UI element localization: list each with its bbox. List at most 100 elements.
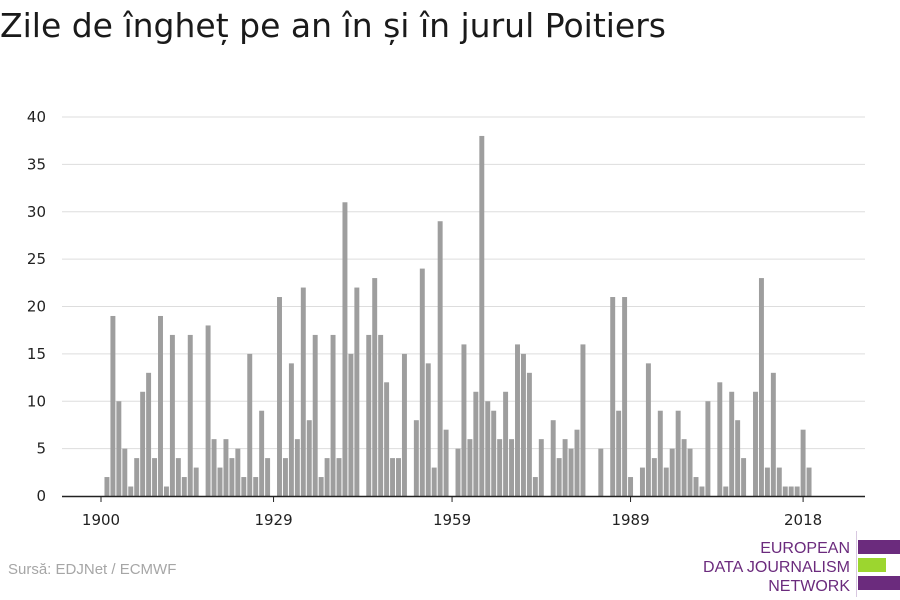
edjnet-logo[interactable]: EUROPEAN DATA JOURNALISM NETWORK — [700, 531, 900, 597]
bar — [134, 458, 140, 496]
bar — [485, 401, 491, 496]
bar — [455, 448, 461, 496]
bar — [562, 439, 568, 496]
bar — [336, 458, 342, 496]
bar — [532, 477, 538, 496]
bar — [163, 486, 169, 496]
bar — [515, 344, 520, 496]
bar — [223, 439, 229, 496]
bar — [413, 420, 419, 496]
bar — [705, 401, 711, 496]
bar — [318, 477, 324, 496]
bar — [550, 420, 556, 496]
bar — [503, 391, 509, 496]
logo-line-1: EUROPEAN — [760, 540, 850, 557]
bar — [770, 372, 776, 496]
bar — [693, 477, 699, 496]
bar — [598, 448, 604, 496]
bar — [277, 297, 282, 496]
bar — [497, 439, 503, 496]
y-tick-label: 35 — [27, 155, 46, 173]
y-tick-label: 40 — [27, 108, 46, 126]
y-tick-label: 25 — [27, 250, 46, 268]
bar — [253, 477, 259, 496]
bar — [140, 391, 146, 496]
bar — [431, 467, 437, 496]
bar — [294, 439, 300, 496]
bar — [235, 448, 241, 496]
y-tick-label: 5 — [36, 440, 46, 458]
logo-text: EUROPEAN DATA JOURNALISM NETWORK — [703, 539, 850, 596]
bar — [520, 353, 526, 496]
bar — [628, 477, 634, 496]
bar — [758, 278, 764, 496]
bar — [776, 467, 782, 496]
bar — [205, 325, 211, 496]
bar — [729, 391, 735, 496]
bar — [491, 410, 497, 496]
bar — [419, 268, 425, 496]
bar — [437, 221, 443, 496]
bar — [753, 391, 758, 496]
bar — [181, 477, 187, 496]
bar — [366, 334, 372, 496]
bar — [169, 334, 175, 496]
x-tick-label: 1959 — [433, 511, 471, 529]
bar — [657, 410, 663, 496]
bar — [616, 410, 622, 496]
y-tick-label: 20 — [27, 298, 46, 316]
bar — [306, 420, 312, 496]
bar — [324, 458, 330, 496]
logo-bar-green — [858, 558, 886, 572]
bar — [461, 344, 467, 496]
source-note: Sursă: EDJNet / ECMWF — [8, 561, 177, 578]
bar — [330, 334, 336, 496]
bar — [265, 458, 271, 496]
bar — [348, 353, 354, 496]
bar — [556, 458, 562, 496]
bar — [800, 429, 806, 496]
logo-line-2: DATA JOURNALISM — [703, 559, 850, 576]
bar — [425, 363, 431, 496]
bar — [526, 372, 532, 496]
bar — [669, 448, 675, 496]
bar — [622, 297, 628, 496]
bar — [378, 334, 384, 496]
chart-title: Zile de îngheț pe an în și în jurul Poit… — [0, 6, 666, 45]
bar — [473, 391, 479, 496]
x-tick-label: 1929 — [254, 511, 292, 529]
bar — [681, 439, 687, 496]
bar — [479, 135, 485, 496]
bar — [158, 315, 163, 496]
bar — [122, 448, 128, 496]
bar — [580, 344, 586, 496]
bar — [663, 467, 669, 496]
bar — [764, 467, 770, 496]
bar — [568, 448, 574, 496]
bar — [282, 458, 288, 496]
logo-divider — [856, 531, 857, 597]
bar — [300, 287, 306, 496]
logo-line-3: NETWORK — [768, 578, 850, 595]
y-tick-label: 15 — [27, 345, 46, 363]
bar — [639, 467, 645, 496]
bar — [229, 458, 235, 496]
bar — [675, 410, 681, 496]
x-tick-label: 1989 — [611, 511, 649, 529]
bar — [211, 439, 217, 496]
bar — [401, 353, 407, 496]
bar — [645, 363, 651, 496]
bar — [312, 334, 318, 496]
y-tick-label: 0 — [36, 487, 46, 505]
bar — [574, 429, 580, 496]
bar — [443, 429, 449, 496]
bar — [723, 486, 729, 496]
bar — [175, 458, 181, 496]
bar — [782, 486, 788, 496]
bar — [384, 382, 390, 496]
bar — [538, 439, 544, 496]
x-tick-label: 1900 — [82, 511, 120, 529]
bar — [241, 477, 247, 496]
bar — [687, 448, 693, 496]
